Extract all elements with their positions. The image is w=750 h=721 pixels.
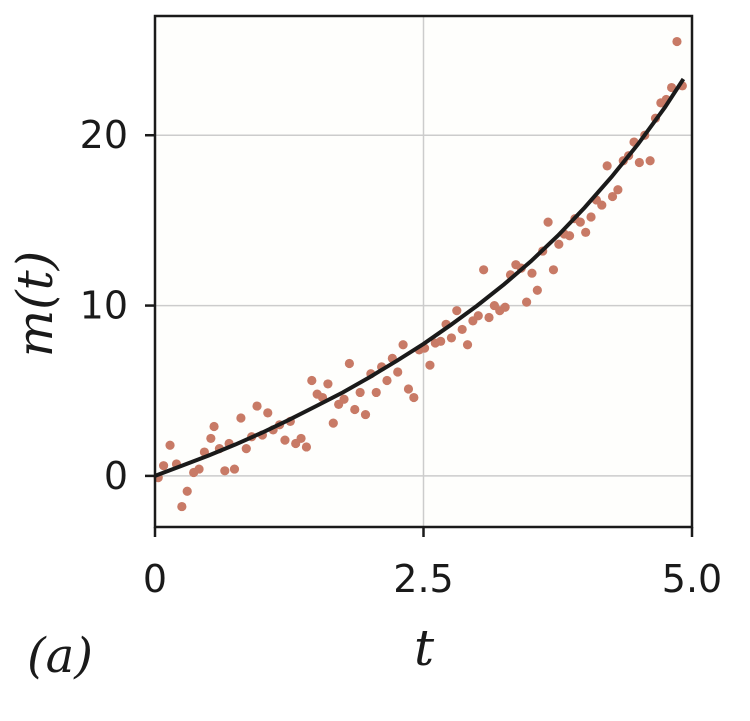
data-point	[613, 185, 623, 195]
fit-curve	[154, 77, 686, 478]
data-point	[457, 324, 467, 335]
data-point	[575, 217, 585, 227]
data-point	[672, 36, 682, 47]
data-point	[350, 404, 360, 415]
data-point	[165, 440, 175, 450]
y-tick-label: 20	[80, 113, 128, 157]
axis-ticks	[145, 133, 694, 537]
data-point	[446, 333, 457, 343]
data-point	[484, 312, 494, 323]
data-point	[409, 392, 419, 403]
data-point	[280, 435, 290, 445]
panel-label: (a)	[27, 628, 93, 684]
data-point	[206, 433, 216, 444]
tick-labels: 0 2.5 5.0 0 10 20	[80, 113, 723, 601]
data-point	[328, 418, 338, 428]
y-tick-label: 10	[80, 284, 128, 328]
data-point	[398, 340, 408, 350]
data-point	[473, 311, 483, 321]
data-point	[645, 156, 655, 166]
x-tick-label: 0	[143, 557, 167, 601]
data-point	[634, 157, 644, 168]
data-point	[607, 191, 618, 202]
data-point	[462, 340, 473, 350]
data-point	[452, 306, 462, 316]
data-point	[564, 231, 575, 241]
data-point	[339, 394, 349, 404]
data-point	[236, 413, 246, 423]
data-point	[554, 239, 564, 249]
data-point	[307, 375, 317, 386]
data-point	[241, 444, 251, 454]
data-point	[177, 501, 187, 512]
data-point	[586, 212, 596, 222]
data-point	[263, 408, 273, 418]
data-point	[360, 409, 371, 420]
data-point	[382, 375, 392, 386]
data-point	[532, 285, 542, 295]
data-point	[500, 302, 510, 312]
data-point	[229, 464, 240, 474]
data-point	[597, 200, 607, 210]
data-point	[371, 387, 381, 398]
data-point	[527, 268, 537, 278]
data-point	[194, 464, 204, 474]
data-points	[153, 36, 687, 512]
data-point	[344, 358, 354, 369]
data-point	[393, 367, 403, 377]
data-point	[436, 336, 446, 346]
data-point	[323, 379, 333, 389]
data-point	[666, 82, 677, 93]
data-point	[425, 360, 435, 370]
y-tick-label: 0	[104, 454, 128, 498]
x-tick-label: 5.0	[662, 557, 722, 601]
data-point	[158, 461, 169, 471]
data-point	[602, 161, 612, 171]
data-point	[522, 297, 532, 307]
x-axis-label: t	[414, 619, 435, 677]
data-point	[479, 265, 489, 275]
data-point	[355, 387, 365, 398]
data-point	[220, 466, 230, 476]
data-point	[209, 421, 219, 432]
y-axis-label: m(t)	[6, 251, 64, 358]
data-point	[403, 384, 414, 394]
data-point	[548, 265, 559, 275]
data-point	[182, 486, 192, 496]
data-point	[581, 227, 591, 237]
x-tick-label: 2.5	[393, 557, 453, 601]
data-point	[301, 442, 312, 452]
data-point	[543, 217, 553, 227]
data-point	[296, 433, 306, 444]
data-point	[252, 401, 262, 411]
